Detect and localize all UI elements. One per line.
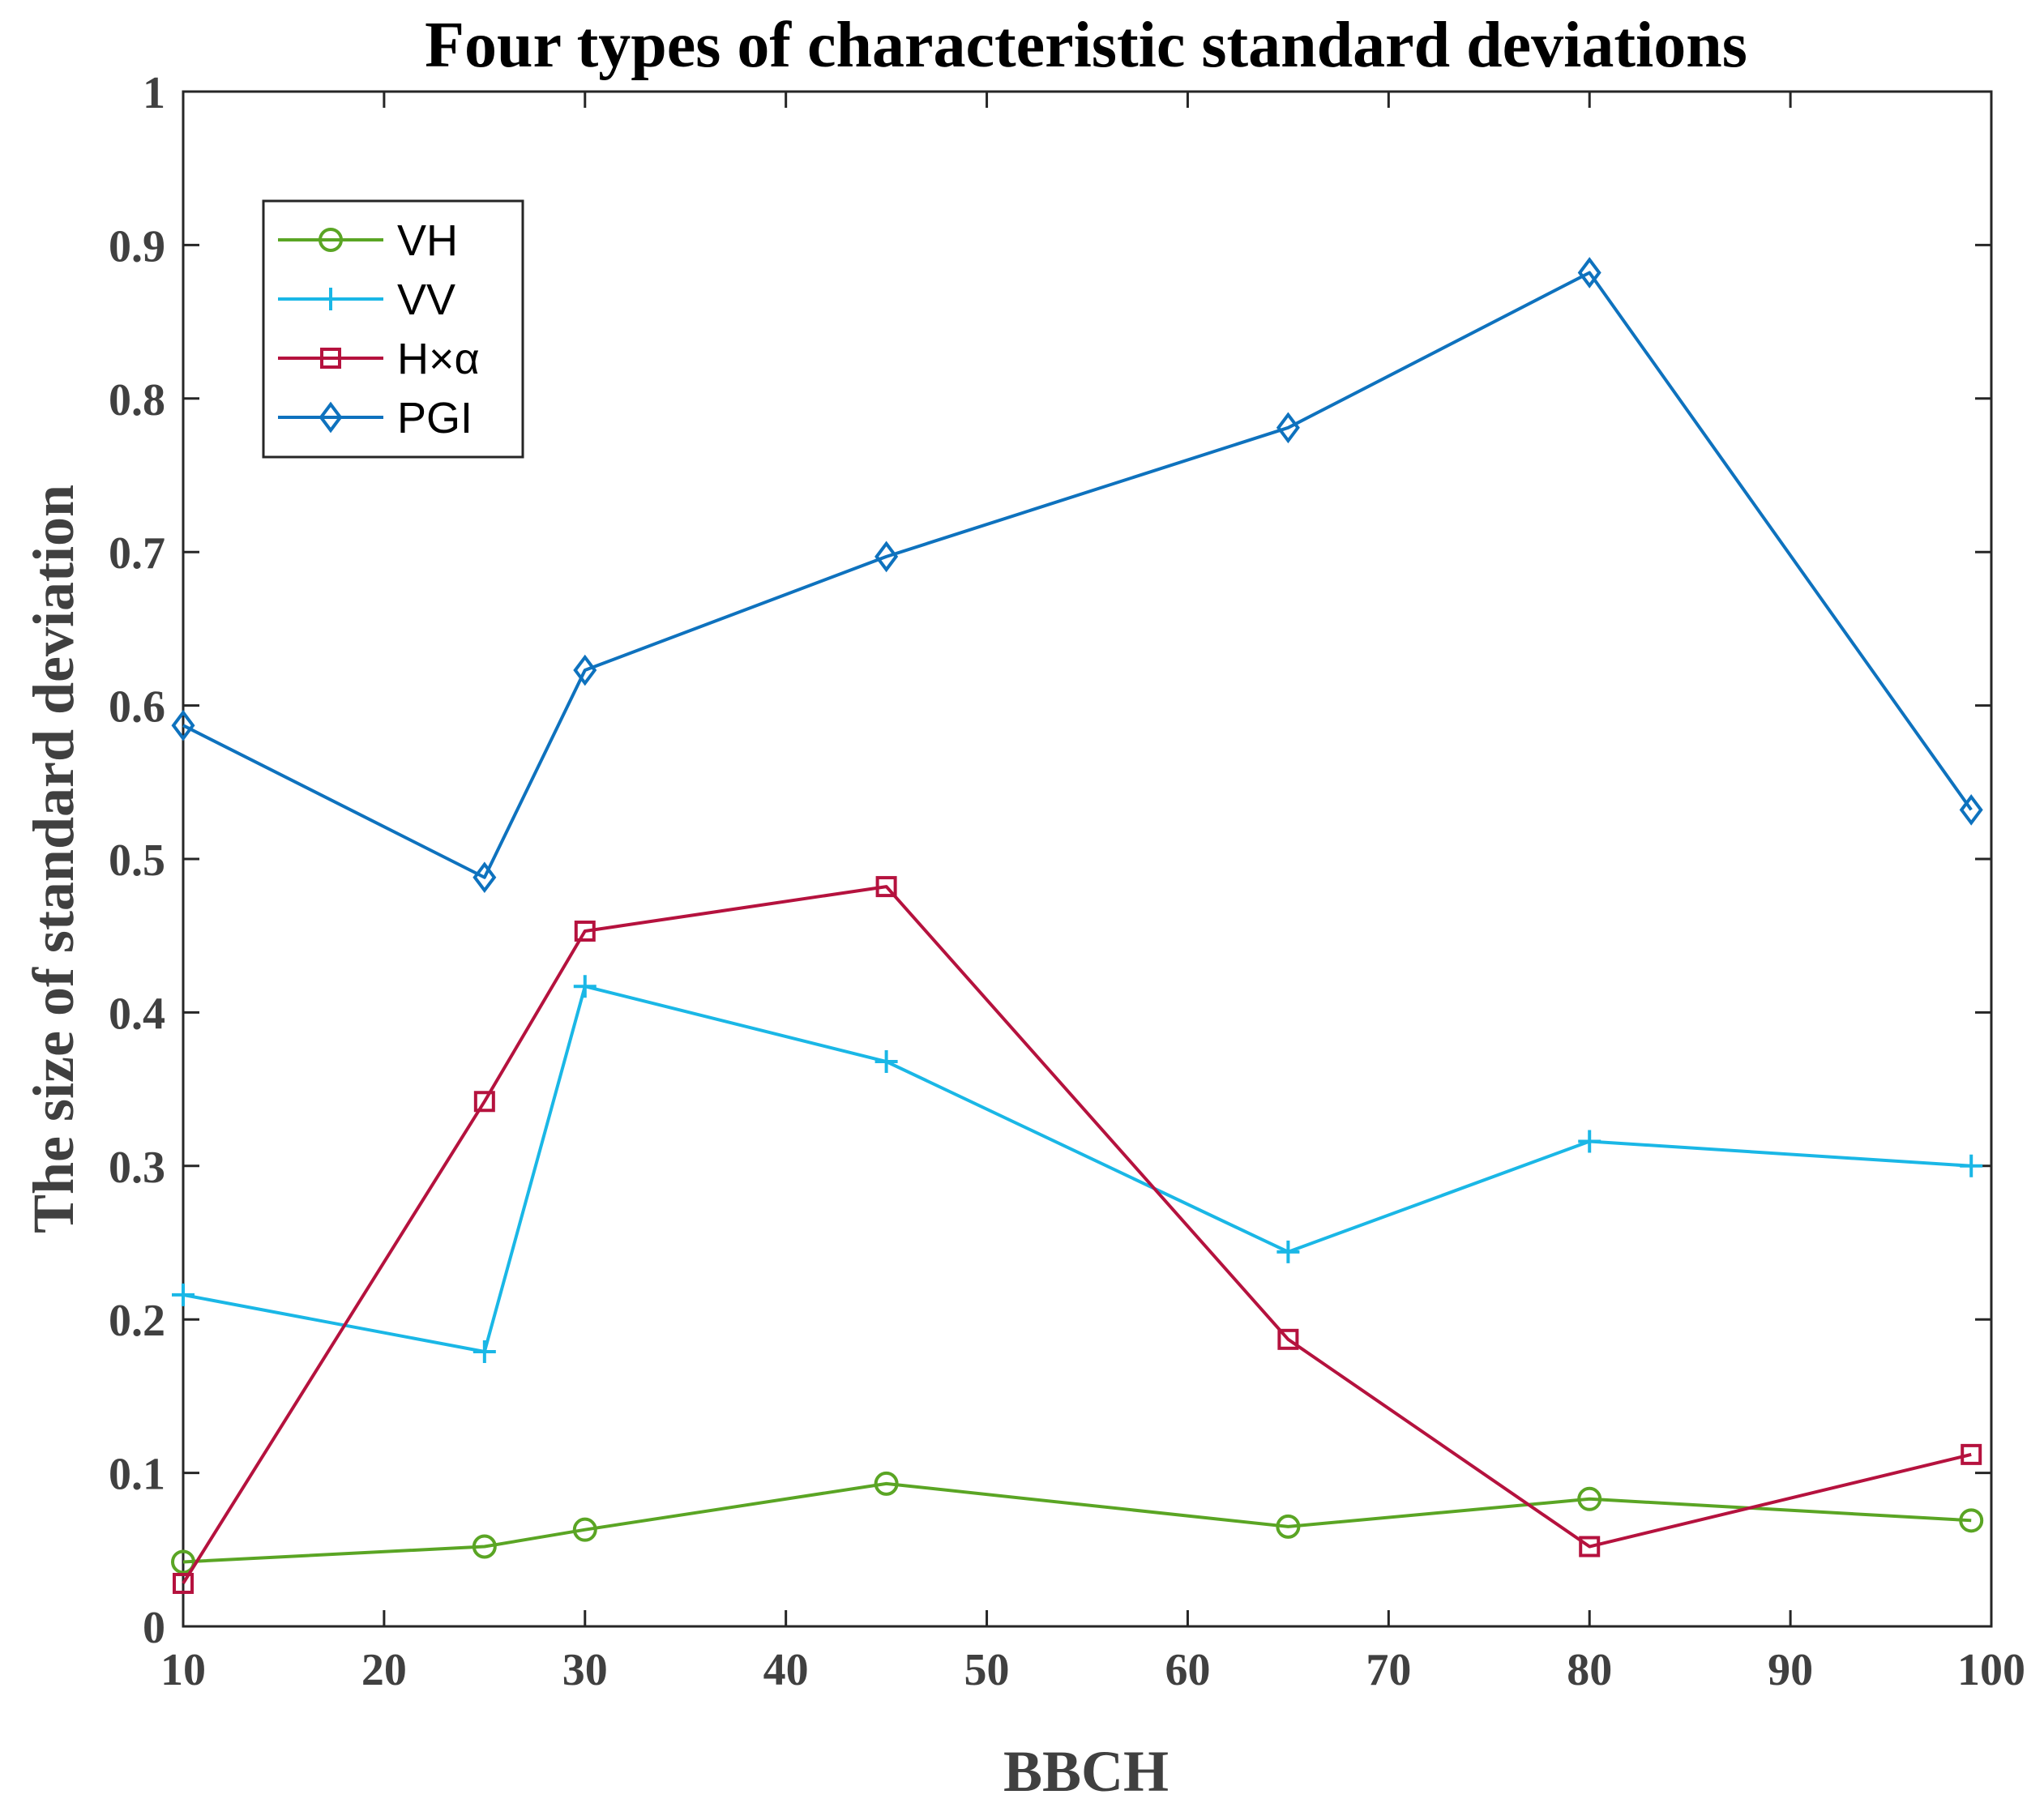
legend-marker bbox=[319, 288, 342, 310]
series-vv bbox=[172, 975, 1983, 1363]
series-pgi bbox=[171, 257, 1983, 894]
data-point-marker bbox=[1277, 1328, 1299, 1350]
legend-label: PGI bbox=[397, 394, 473, 442]
x-tick-label: 10 bbox=[160, 1645, 206, 1695]
data-point-marker bbox=[573, 654, 597, 686]
y-tick-label: 0.7 bbox=[109, 528, 165, 579]
data-point-marker bbox=[1276, 1240, 1300, 1263]
data-point-marker bbox=[1959, 794, 1983, 826]
legend-marker bbox=[320, 348, 341, 369]
x-axis: 10 20 30 40 50 60 70 80 90 100 bbox=[160, 92, 2025, 1695]
x-axis-label: BBCH bbox=[1003, 1739, 1169, 1804]
data-point-marker bbox=[173, 1572, 194, 1594]
legend-label: VV bbox=[397, 276, 455, 324]
legend-item: VH bbox=[278, 216, 458, 265]
data-point-marker bbox=[473, 861, 497, 894]
series-line bbox=[182, 885, 1972, 1585]
data-point-marker bbox=[572, 1517, 597, 1542]
data-point-marker bbox=[874, 541, 899, 573]
chart-title: Four types of characteristic standard de… bbox=[425, 10, 1747, 81]
data-point-marker bbox=[1579, 1536, 1601, 1557]
data-point-marker bbox=[1960, 1154, 1983, 1177]
data-point-marker bbox=[1959, 1508, 1984, 1533]
y-tick-label: 1 bbox=[143, 68, 165, 118]
data-point-marker bbox=[1577, 257, 1601, 288]
x-tick-label: 100 bbox=[1957, 1645, 2025, 1695]
data-point-marker bbox=[472, 1534, 497, 1559]
legend-box bbox=[262, 199, 524, 459]
y-tick-label: 0.5 bbox=[109, 835, 165, 886]
x-tick-label: 90 bbox=[1768, 1645, 1813, 1695]
data-point-marker bbox=[874, 1471, 899, 1496]
data-point-marker bbox=[1577, 1486, 1602, 1511]
legend-label: VH bbox=[397, 216, 458, 265]
data-point-marker bbox=[171, 709, 195, 741]
x-tick-label: 20 bbox=[361, 1645, 407, 1695]
legend-item: H×α bbox=[278, 335, 480, 383]
data-point-marker bbox=[874, 1050, 898, 1074]
data-point-marker bbox=[473, 1340, 496, 1363]
x-tick-label: 60 bbox=[1165, 1645, 1210, 1695]
legend: VH VV H×α PGI bbox=[262, 199, 524, 459]
legend-label: H×α bbox=[397, 335, 480, 383]
data-point-marker bbox=[1961, 1443, 1982, 1465]
y-tick-label: 0.3 bbox=[109, 1143, 165, 1193]
y-tick-label: 0 bbox=[143, 1603, 165, 1653]
y-axis: 0 0.1 0.2 0.3 0.4 0.5 0.6 0.7 0.8 0.9 1 bbox=[109, 68, 1991, 1653]
x-tick-label: 40 bbox=[763, 1645, 809, 1695]
y-tick-label: 0.2 bbox=[109, 1296, 165, 1346]
series-line bbox=[182, 1481, 1972, 1564]
legend-item: PGI bbox=[278, 394, 473, 442]
y-tick-label: 0.6 bbox=[109, 682, 165, 733]
x-tick-label: 30 bbox=[562, 1645, 608, 1695]
data-point-marker bbox=[574, 921, 596, 942]
data-point-marker bbox=[171, 1549, 195, 1575]
data-point-marker bbox=[1276, 1514, 1301, 1539]
series-vh bbox=[171, 1471, 1984, 1575]
y-tick-label: 0.1 bbox=[109, 1450, 165, 1500]
data-point-marker bbox=[172, 1283, 195, 1306]
series-line bbox=[182, 271, 1973, 879]
legend-marker bbox=[319, 401, 343, 434]
y-tick-label: 0.8 bbox=[109, 375, 165, 425]
data-point-marker bbox=[875, 876, 897, 898]
y-tick-label: 0.4 bbox=[109, 989, 165, 1039]
data-point-marker bbox=[573, 975, 597, 998]
data-point-marker bbox=[473, 1091, 495, 1113]
x-tick-label: 50 bbox=[964, 1645, 1010, 1695]
legend-item: VV bbox=[278, 276, 455, 324]
legend-marker bbox=[319, 228, 343, 252]
plot-series bbox=[171, 257, 1984, 1594]
series-h- bbox=[173, 876, 1982, 1594]
x-tick-label: 70 bbox=[1366, 1645, 1411, 1695]
x-tick-label: 80 bbox=[1567, 1645, 1612, 1695]
y-axis-label: The size of standard deviation bbox=[21, 485, 86, 1233]
data-point-marker bbox=[1276, 412, 1300, 444]
data-point-marker bbox=[1578, 1130, 1601, 1153]
y-tick-label: 0.9 bbox=[109, 221, 165, 271]
